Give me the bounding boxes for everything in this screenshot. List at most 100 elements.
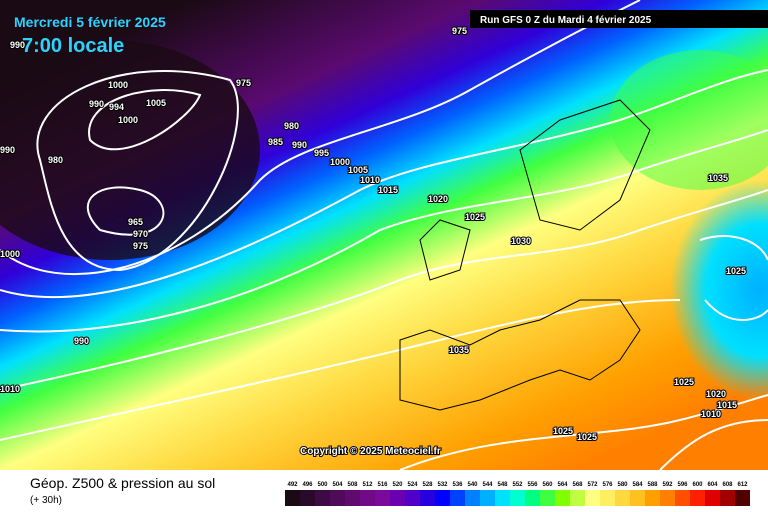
legend-label: 516: [377, 482, 388, 488]
legend-label: 560: [542, 482, 553, 488]
legend-swatch: [585, 490, 600, 506]
isobar-label: 1020: [428, 194, 448, 204]
isobar-label: 1025: [465, 212, 485, 222]
legend-swatch: [285, 490, 300, 506]
legend-swatch: [510, 490, 525, 506]
copyright: Copyright © 2025 Meteociel.fr: [300, 446, 441, 457]
legend-swatch: [360, 490, 375, 506]
legend-label: 588: [647, 482, 658, 488]
isobar-label: 975: [452, 26, 467, 36]
legend-label: 540: [467, 482, 478, 488]
isobar-label: 1035: [449, 345, 469, 355]
legend-swatch: [675, 490, 690, 506]
legend-swatch: [540, 490, 555, 506]
legend-swatch: [525, 490, 540, 506]
legend-label: 528: [422, 482, 433, 488]
legend-swatch: [555, 490, 570, 506]
legend-swatch: [645, 490, 660, 506]
legend-swatch: [450, 490, 465, 506]
isobar-label: 1025: [726, 266, 746, 276]
isobar-label: 990: [89, 99, 104, 109]
legend-swatch: [480, 490, 495, 506]
isobar-label: 1015: [378, 185, 398, 195]
legend-label: 500: [317, 482, 328, 488]
valid-time: 7:00 locale: [22, 35, 124, 57]
legend-swatch: [345, 490, 360, 506]
color-legend: 492 496 500 504 508 512 516 520 524 528 532 536 540 5…: [285, 482, 750, 506]
isobar-label: 990: [292, 140, 307, 150]
legend-label: 536: [452, 482, 463, 488]
legend-swatch: [375, 490, 390, 506]
isobar-label: 970: [133, 229, 148, 239]
run-info: Run GFS 0 Z du Mardi 4 février 2025: [480, 15, 652, 26]
isobar-label: 990: [10, 40, 25, 50]
legend-label: 608: [722, 482, 733, 488]
isobar-label: 1000: [0, 249, 20, 259]
legend-swatch: [390, 490, 405, 506]
legend-swatch: [660, 490, 675, 506]
legend-swatch: [465, 490, 480, 506]
isobar-label: 1000: [108, 80, 128, 90]
legend-label: 592: [662, 482, 673, 488]
legend-label: 580: [617, 482, 628, 488]
isobar-label: 1025: [577, 432, 597, 442]
isobar-label: 1030: [511, 236, 531, 246]
trough: [0, 40, 260, 260]
isobar-label: 995: [314, 148, 329, 158]
isobar-label: 1010: [360, 175, 380, 185]
isobar-label: 1000: [330, 157, 350, 167]
isobar-label: 1025: [674, 377, 694, 387]
isobar-label: 980: [48, 155, 63, 165]
footer-title: Géop. Z500 & pression au sol: [30, 475, 215, 491]
isobar-label: 1010: [701, 409, 721, 419]
legend-label: 492: [287, 482, 298, 488]
legend-swatch: [315, 490, 330, 506]
legend-swatch: [600, 490, 615, 506]
legend-swatch: [705, 490, 720, 506]
legend-swatch: [720, 490, 735, 506]
isobar-label: 994: [109, 102, 124, 112]
run-banner: [470, 10, 768, 28]
legend-swatch: [405, 490, 420, 506]
isobar-label: 975: [236, 78, 251, 88]
legend-label: 576: [602, 482, 613, 488]
map: [0, 0, 768, 471]
legend-swatch: [435, 490, 450, 506]
legend-label: 612: [737, 482, 748, 488]
legend-label: 524: [407, 482, 418, 488]
legend-label: 520: [392, 482, 403, 488]
legend-label: 568: [572, 482, 583, 488]
ridge-area: [610, 50, 768, 190]
isobar-label: 990: [0, 145, 15, 155]
isobars: [0, 0, 768, 470]
isobar-label: 1010: [0, 384, 20, 394]
legend-swatch: [735, 490, 750, 506]
legend-label: 556: [527, 482, 538, 488]
legend-swatch: [300, 490, 315, 506]
legend-label: 584: [632, 482, 643, 488]
legend-swatch: [630, 490, 645, 506]
low-area: [670, 180, 768, 400]
isobar-label: 1020: [706, 389, 726, 399]
legend-label: 504: [332, 482, 343, 488]
legend-swatch: [690, 490, 705, 506]
isobar-label: 1015: [717, 400, 737, 410]
valid-date: Mercredi 5 février 2025: [14, 14, 166, 30]
legend-label: 552: [512, 482, 523, 488]
legend-swatch: [330, 490, 345, 506]
legend-label: 508: [347, 482, 358, 488]
legend-label: 600: [692, 482, 703, 488]
legend-label: 512: [362, 482, 373, 488]
legend-swatch: [615, 490, 630, 506]
isobar-label: 1035: [708, 173, 728, 183]
forecast-lead: (+ 30h): [30, 495, 62, 506]
legend-label: 548: [497, 482, 508, 488]
isobar-label: 1025: [553, 426, 573, 436]
legend-label: 596: [677, 482, 688, 488]
legend-swatch: [420, 490, 435, 506]
legend-label: 532: [437, 482, 448, 488]
legend-label: 496: [302, 482, 313, 488]
coastlines: [399, 99, 651, 411]
